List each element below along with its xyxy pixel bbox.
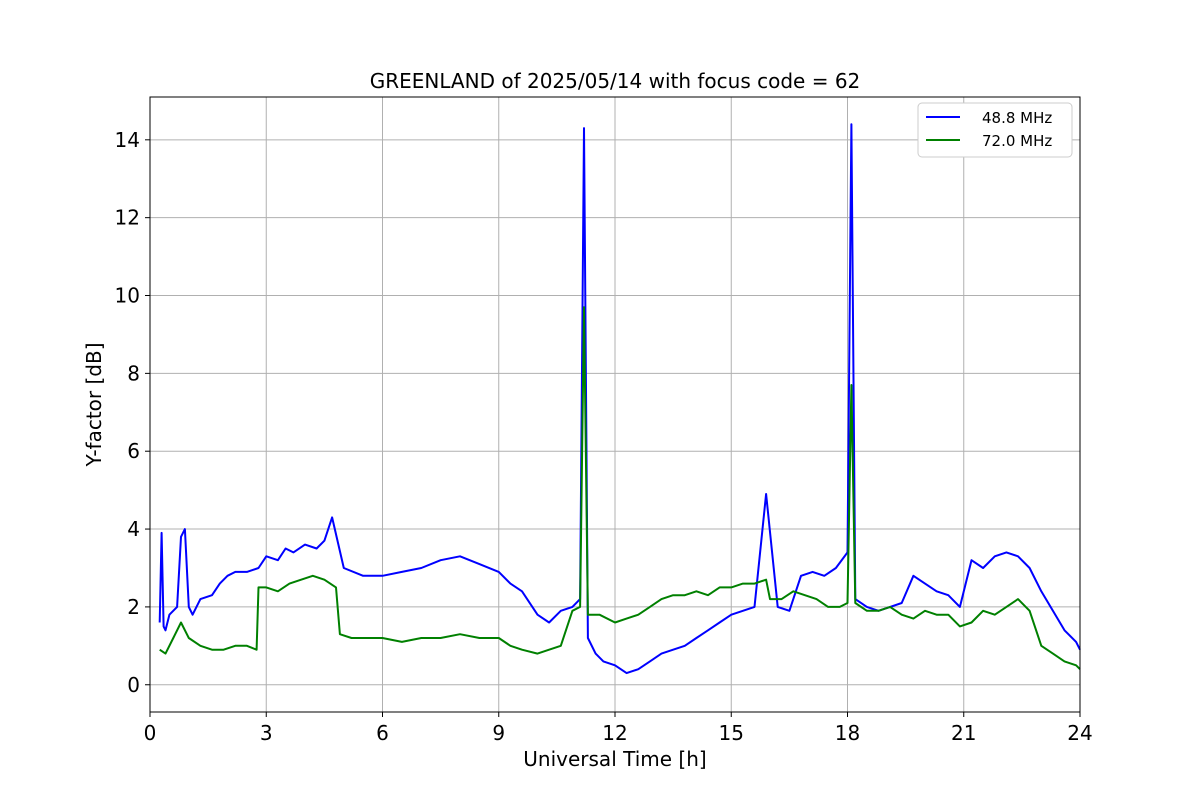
series-layer (158, 123, 1081, 675)
y-tick-label: 2 (127, 595, 140, 619)
y-tick-label: 8 (127, 361, 140, 385)
x-tick-label: 0 (144, 721, 157, 745)
y-tick-label: 12 (115, 206, 140, 230)
y-tick-label: 4 (127, 517, 140, 541)
legend-label-48-8-mhz: 48.8 MHz (982, 109, 1052, 127)
x-tick-label: 3 (260, 721, 273, 745)
series-line-72-0-mhz (159, 306, 1081, 670)
x-tick-label: 24 (1067, 721, 1092, 745)
legend: 48.8 MHz 72.0 MHz (917, 102, 1073, 158)
chart-title: GREENLAND of 2025/05/14 with focus code … (370, 69, 861, 93)
series-line-48-8-mhz (158, 123, 1081, 675)
legend-label-72-0-mhz: 72.0 MHz (982, 132, 1052, 150)
x-tick-label: 9 (492, 721, 505, 745)
x-tick-label: 12 (602, 721, 627, 745)
y-tick-label: 14 (115, 128, 140, 152)
x-tick-label: 15 (719, 721, 744, 745)
x-tick-label: 18 (835, 721, 860, 745)
y-tick-label: 10 (115, 284, 140, 308)
y-axis-label: Y-factor [dB] (82, 342, 106, 467)
x-axis-label: Universal Time [h] (523, 747, 706, 771)
x-tick-label: 21 (951, 721, 976, 745)
y-tick-label: 6 (127, 439, 140, 463)
x-tick-label: 6 (376, 721, 389, 745)
y-tick-label: 0 (127, 673, 140, 697)
